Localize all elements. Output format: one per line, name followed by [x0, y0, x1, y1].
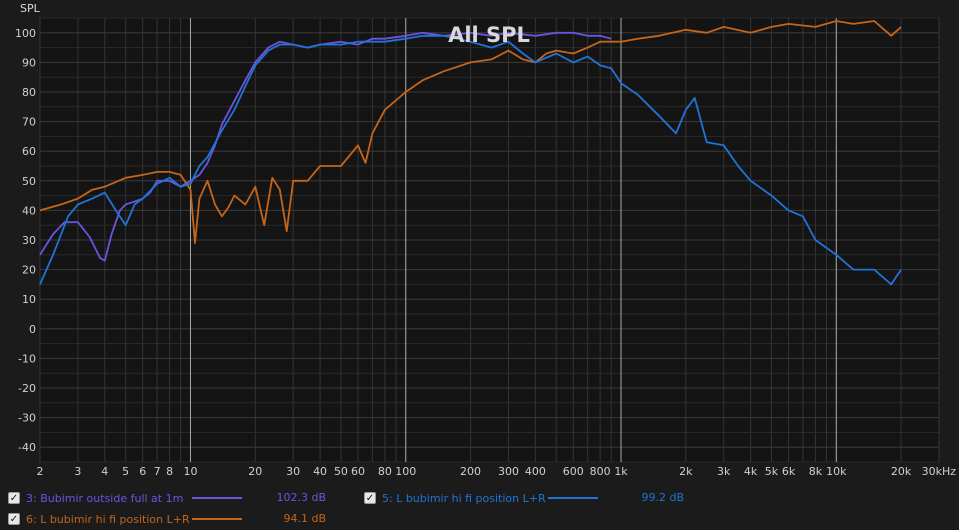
x-tick-label: 5 [122, 465, 129, 478]
legend-item-series-3[interactable]: ✓ 3: Bubimir outside full at 1m [8, 489, 183, 507]
x-tick-label: 10k [826, 465, 847, 478]
legend-label: 3: Bubimir outside full at 1m [26, 491, 184, 505]
x-tick-label: 2k [679, 465, 693, 478]
y-tick-label: 90 [22, 56, 36, 69]
y-tick-label: 60 [22, 145, 36, 158]
x-tick-label: 400 [525, 465, 546, 478]
x-tick-label: 30 [286, 465, 300, 478]
legend-swatch [548, 497, 598, 499]
x-tick-label: 40 [313, 465, 327, 478]
series-line-3 [39, 34, 902, 286]
x-tick-label: 2 [37, 465, 44, 478]
y-tick-label: -40 [18, 441, 36, 454]
legend-value: 102.3 dB [276, 491, 326, 504]
y-tick-label: 0 [29, 323, 36, 336]
y-axis-label: SPL [20, 2, 41, 15]
y-tick-label: 10 [22, 293, 36, 306]
x-tick-label: 600 [563, 465, 584, 478]
y-tick-label: 40 [22, 204, 36, 217]
series-3-checkbox[interactable]: ✓ [8, 492, 20, 504]
x-tick-labels: 2 3 4 5 6 7 8 10 20 30 40 50 60 80 100 200 300 400 600 800 1… [37, 465, 957, 478]
legend-item-series-6[interactable]: ✓ 6: L bubimir hi fi position L+R [8, 510, 190, 528]
x-tick-label: 4k [744, 465, 758, 478]
series-lines [39, 20, 902, 286]
series-5-checkbox[interactable]: ✓ [364, 492, 376, 504]
x-tick-label: 1k [614, 465, 628, 478]
x-tick-label: 6k [782, 465, 796, 478]
x-tick-label: 6 [139, 465, 146, 478]
y-tick-label: 30 [22, 234, 36, 247]
legend-swatch [192, 497, 242, 499]
x-tick-label: 20k [891, 465, 912, 478]
series-line-2 [39, 20, 902, 244]
x-tick-label: 800 [590, 465, 611, 478]
x-tick-label: 7 [154, 465, 161, 478]
x-tick-label: 3k [717, 465, 731, 478]
legend-label: 5: L bubimir hi fi position L+R [382, 491, 546, 505]
series-6-checkbox[interactable]: ✓ [8, 513, 20, 525]
y-tick-label: 80 [22, 86, 36, 99]
x-tick-label: 20 [248, 465, 262, 478]
x-tick-label: 3 [74, 465, 81, 478]
y-tick-label: 50 [22, 175, 36, 188]
y-tick-label: -20 [18, 382, 36, 395]
x-tick-label: 30kHz [922, 465, 957, 478]
x-tick-label: 5k [765, 465, 779, 478]
x-tick-label: 300 [498, 465, 519, 478]
x-tick-label: 8 [166, 465, 173, 478]
y-tick-label: -30 [18, 412, 36, 425]
legend-item-series-5[interactable]: ✓ 5: L bubimir hi fi position L+R [364, 489, 546, 507]
legend-label: 6: L bubimir hi fi position L+R [26, 512, 190, 526]
x-tick-label: 100 [395, 465, 416, 478]
x-tick-label: 80 [378, 465, 392, 478]
y-tick-label: 20 [22, 264, 36, 277]
legend: ✓ 3: Bubimir outside full at 1m 102.3 dB… [0, 486, 959, 530]
x-tick-label: 200 [460, 465, 481, 478]
legend-swatch [192, 518, 242, 520]
legend-value: 99.2 dB [641, 491, 684, 504]
x-tick-label: 10 [183, 465, 197, 478]
y-tick-label: 100 [15, 27, 36, 40]
x-tick-label: 4 [101, 465, 108, 478]
y-tick-label: 70 [22, 116, 36, 129]
y-tick-label: -10 [18, 352, 36, 365]
legend-value: 94.1 dB [283, 512, 326, 525]
x-tick-label: 50 [334, 465, 348, 478]
chart-title: All SPL [448, 23, 530, 47]
x-tick-label: 8k [809, 465, 823, 478]
series-line-1 [39, 31, 612, 262]
x-tick-label: 60 [351, 465, 365, 478]
